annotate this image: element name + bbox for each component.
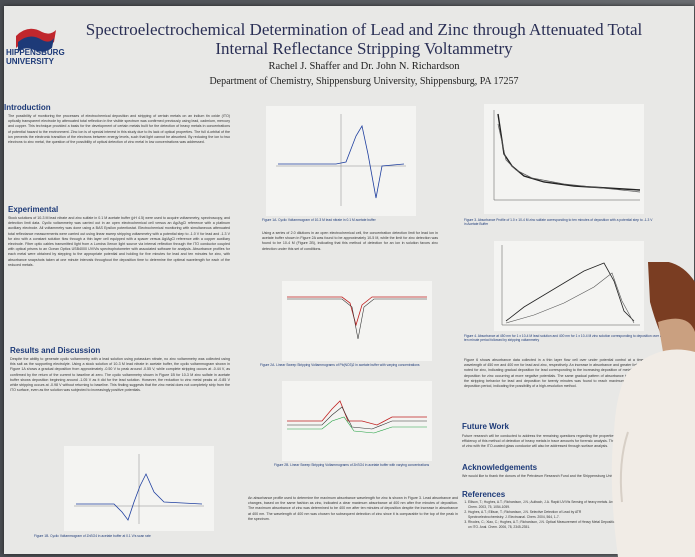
figure-3-caption: Figure 3. Absorbance Profile of 1.0 x 10…: [464, 218, 653, 227]
detection-limit-text: Using a series of 2.0 dilutions in an op…: [262, 231, 438, 251]
poster-authors: Rachel J. Shaffer and Dr. John N. Richar…: [268, 61, 460, 72]
figure-1a-plot: [266, 106, 416, 216]
acknowledgements-text: We would like to thank the donors of the…: [462, 474, 660, 478]
reference-item: Rhodes, C.; Xiao, C.; Hughes, A.T.; Rich…: [468, 520, 618, 530]
figure-1b-caption: Figure 1B. Cyclic Voltammogram of ZnSO4 …: [34, 534, 151, 538]
experimental-text: Stock solutions of 10-3 M lead nitrate a…: [8, 216, 230, 267]
reference-item: Ellison, T.; Hughes, A.T.; Richardson, J…: [468, 500, 618, 510]
figure-3-plot: [484, 104, 644, 214]
figure-4-caption: Figure 4. Absorbance at 450 nm for 1 x 1…: [464, 334, 662, 343]
introduction-heading: Introduction: [4, 103, 51, 112]
future-work-text: Future research will be conducted to add…: [462, 434, 662, 449]
figure-4-plot: [494, 241, 644, 331]
figure-1b-plot: [64, 446, 214, 531]
future-work-heading: Future Work: [462, 422, 509, 431]
university-logo-text: HIPPENSBURG UNIVERSITY: [6, 48, 65, 66]
poster-department: Department of Chemistry, Shippensburg Un…: [209, 76, 519, 87]
poster-title: Spectroelectrochemical Determination of …: [85, 20, 643, 58]
references-heading: References: [462, 490, 506, 499]
figure-2b-caption: Figure 2B. Linear Sweep Stripping Voltam…: [274, 463, 430, 467]
person-silhouette: [611, 262, 695, 557]
absorbance-profile-text: An absorbance profile used to determine …: [248, 496, 458, 521]
acknowledgements-heading: Acknowledgements: [462, 463, 538, 472]
flow-cell-results-text: Figure 6 shows absorbance data collected…: [464, 358, 664, 389]
references-list: Ellison, T.; Hughes, A.T.; Richardson, J…: [462, 500, 618, 530]
figure-1a-caption: Figure 1A. Cyclic Voltammogram of 10-3 M…: [262, 218, 376, 222]
experimental-heading: Experimental: [8, 205, 59, 214]
research-poster: HIPPENSBURG UNIVERSITY Spectroelectroche…: [4, 6, 694, 554]
figure-2b-plot: [282, 381, 432, 461]
results-text: Despite the ability to generate cyclic v…: [10, 357, 230, 393]
results-heading: Results and Discussion: [10, 346, 101, 355]
university-logo-icon: [16, 28, 56, 52]
reference-item: Hughes, A.T.; Ellison, T.; Richardson, J…: [468, 510, 618, 520]
figure-2a-caption: Figure 2A. Linear Sweep Stripping Voltam…: [260, 363, 420, 367]
figure-2a-plot: [282, 281, 432, 361]
introduction-text: The possibility of monitoring the proces…: [8, 114, 230, 145]
